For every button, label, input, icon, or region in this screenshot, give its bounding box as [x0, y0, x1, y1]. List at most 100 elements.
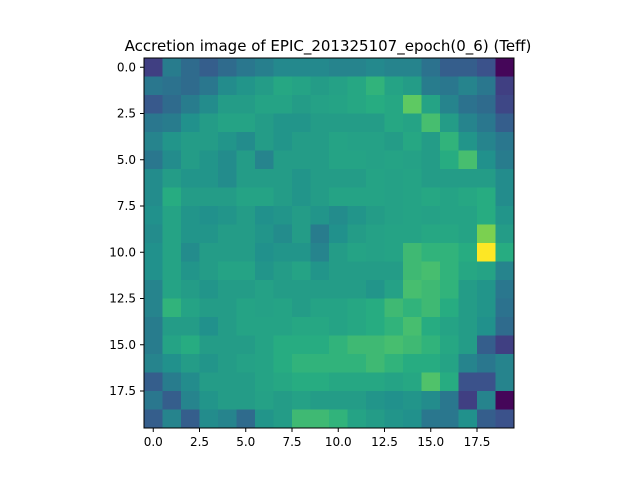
heatmap-cell: [292, 113, 311, 133]
heatmap-cell: [458, 298, 478, 318]
y-axis: 0.0 2.5 5.0 7.5 10.0 12.5 15.0 17.5: [109, 60, 144, 398]
heatmap-cell: [273, 317, 293, 336]
heatmap-cell: [199, 261, 219, 281]
heatmap-cell: [162, 261, 182, 281]
heatmap-cell: [255, 409, 274, 429]
heatmap-cell: [329, 317, 348, 336]
heatmap-cell: [403, 391, 422, 410]
heatmap-cell: [310, 317, 330, 336]
heatmap-cell: [255, 76, 274, 96]
heatmap-cell: [273, 113, 293, 133]
heatmap-cell: [273, 335, 293, 355]
heatmap-cell: [366, 280, 385, 299]
heatmap-cell: [292, 372, 311, 392]
heatmap-cell: [162, 317, 182, 336]
heatmap-cell: [421, 187, 441, 207]
heatmap-cell: [292, 335, 311, 355]
y-tick-label: 0.0: [117, 60, 136, 74]
heatmap-cell: [366, 261, 385, 281]
heatmap-cell: [273, 280, 293, 299]
heatmap-cell: [273, 95, 293, 114]
heatmap-cell: [292, 243, 311, 262]
heatmap-cell: [384, 280, 404, 299]
heatmap-cell: [329, 58, 348, 77]
heatmap-cell: [273, 187, 293, 207]
heatmap-cell: [458, 261, 478, 281]
heatmap-cell: [310, 391, 330, 410]
heatmap-cell: [347, 280, 367, 299]
heatmap-cell: [403, 317, 422, 336]
heatmap-cell: [495, 95, 515, 114]
heatmap-cell: [218, 372, 237, 392]
heatmap-cell: [181, 95, 200, 114]
heatmap-cell: [495, 298, 515, 318]
heatmap-cell: [421, 372, 441, 392]
heatmap-cell: [218, 354, 237, 373]
heatmap-cell: [347, 409, 367, 429]
heatmap-cell: [199, 335, 219, 355]
heatmap-cell: [292, 206, 311, 225]
heatmap-cell: [273, 76, 293, 96]
heatmap-cell: [421, 224, 441, 244]
heatmap-cell: [310, 187, 330, 207]
heatmap-cell: [458, 280, 478, 299]
heatmap-cell: [199, 113, 219, 133]
heatmap-cell: [403, 354, 422, 373]
heatmap-cell: [440, 169, 459, 188]
heatmap-cell: [440, 391, 459, 410]
heatmap-cell: [292, 58, 311, 77]
heatmap-cell: [347, 243, 367, 262]
heatmap-cell: [384, 187, 404, 207]
heatmap-cell: [440, 224, 459, 244]
heatmap-cell: [477, 76, 496, 96]
heatmap-cell: [144, 224, 163, 244]
heatmap-cell: [329, 113, 348, 133]
heatmap-cell: [218, 243, 237, 262]
heatmap-cell: [255, 58, 274, 77]
heatmap-cell: [255, 298, 274, 318]
heatmap-cell: [329, 169, 348, 188]
heatmap-cell: [310, 150, 330, 170]
heatmap-cell: [403, 298, 422, 318]
heatmap-cell: [162, 354, 182, 373]
heatmap-cell: [366, 372, 385, 392]
heatmap-cell: [347, 187, 367, 207]
heatmap-cell: [495, 169, 515, 188]
heatmap-cell: [440, 113, 459, 133]
heatmap-cell: [273, 243, 293, 262]
heatmap-cell: [329, 224, 348, 244]
heatmap-cell: [236, 224, 256, 244]
heatmap-cell: [403, 372, 422, 392]
heatmap-cell: [144, 206, 163, 225]
heatmap-cell: [384, 354, 404, 373]
heatmap-cell: [477, 113, 496, 133]
heatmap-cell: [366, 335, 385, 355]
heatmap-cell: [199, 391, 219, 410]
heatmap-cell: [236, 132, 256, 151]
heatmap-cell: [310, 206, 330, 225]
heatmap-cell: [366, 206, 385, 225]
heatmap-cell: [477, 317, 496, 336]
heatmap-cell: [144, 76, 163, 96]
heatmap-cell: [440, 187, 459, 207]
x-tick-label: 15.0: [417, 435, 444, 449]
heatmap-cell: [384, 409, 404, 429]
heatmap-cell: [236, 243, 256, 262]
heatmap-cell: [403, 206, 422, 225]
heatmap-cell: [273, 261, 293, 281]
heatmap-cell: [329, 76, 348, 96]
heatmap-cell: [421, 206, 441, 225]
heatmap-cell: [199, 187, 219, 207]
heatmap-cell: [384, 150, 404, 170]
heatmap-cell: [458, 187, 478, 207]
heatmap-cell: [384, 317, 404, 336]
heatmap-cell: [218, 187, 237, 207]
heatmap-cell: [144, 169, 163, 188]
heatmap-cell: [403, 261, 422, 281]
heatmap-cell: [329, 150, 348, 170]
heatmap-cell: [495, 243, 515, 262]
heatmap-cell: [273, 150, 293, 170]
heatmap-cell: [162, 169, 182, 188]
heatmap-cell: [181, 317, 200, 336]
heatmap-cell: [458, 354, 478, 373]
